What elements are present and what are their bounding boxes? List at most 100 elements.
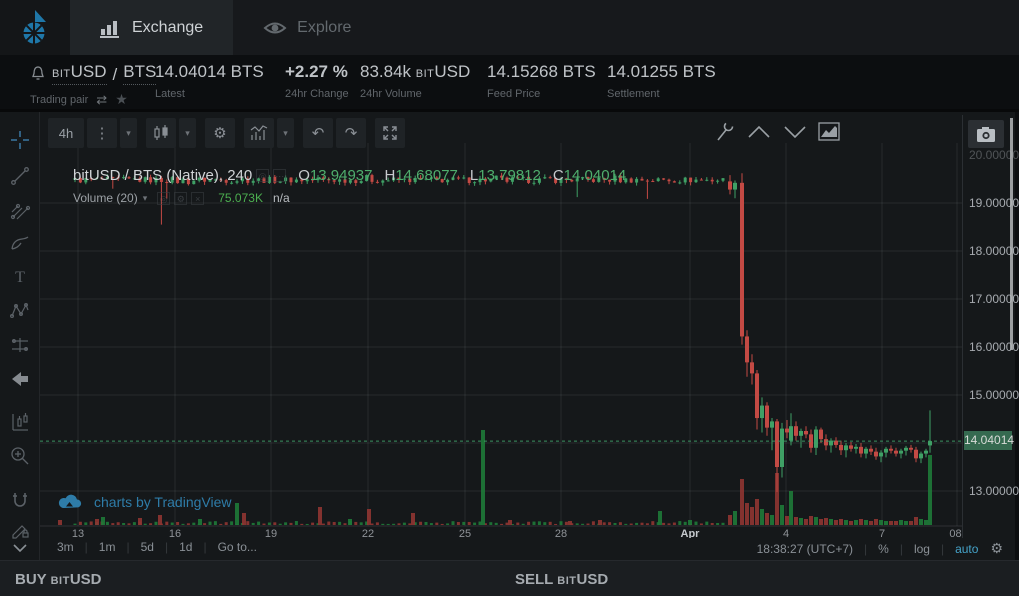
stat-trading-pair: BITUSD / BTS Trading pair ⇄ ★ — [30, 62, 157, 107]
scrollbar[interactable] — [1010, 118, 1013, 350]
tradingview-cloud-icon — [58, 494, 82, 509]
swap-pair-icon[interactable]: ⇄ — [96, 91, 108, 107]
range-5d-button[interactable]: 5d — [140, 540, 154, 554]
volume-na-value: n/a — [272, 191, 290, 205]
top-nav: Exchange Explore — [0, 0, 1019, 55]
chevron-up-icon[interactable] — [746, 124, 772, 140]
volume-legend: Volume (20) ▾ ◎ ⚙ × 75.073K n/a — [73, 191, 290, 205]
ohlc-low-value: 13.79812 — [478, 167, 541, 184]
ohlc-high-value: 14.68077 — [395, 167, 458, 184]
text-tool-icon[interactable]: T — [9, 266, 31, 288]
series-menu-icon[interactable]: ⋯ — [273, 169, 287, 182]
axis-settings-gear-icon[interactable]: ⚙ — [990, 540, 1003, 556]
ohlc-close-value: 14.04014 — [563, 167, 627, 184]
volume-study-label[interactable]: Volume (20) — [73, 191, 138, 205]
measure-icon[interactable] — [9, 411, 31, 433]
price-tick: 17.00000 — [969, 292, 1019, 306]
tab-explore[interactable]: Explore — [233, 0, 381, 55]
sell-panel-title: SELL BITUSD — [515, 571, 609, 588]
chevron-down-icon[interactable] — [782, 124, 808, 140]
time-tick: 4 — [783, 528, 789, 538]
series-symbol[interactable]: bitUSD / BTS (Native), 240 — [73, 167, 253, 184]
chart-style-icon[interactable] — [146, 118, 176, 148]
range-3m-button[interactable]: 3m — [57, 540, 74, 554]
bitshares-logo[interactable] — [0, 0, 70, 55]
trading-pair-label: Trading pair — [30, 93, 89, 106]
time-tick: 28 — [555, 528, 567, 538]
auto-scale-button[interactable]: auto — [955, 541, 979, 556]
volume-settings-icon[interactable]: ⚙ — [174, 191, 188, 205]
ohlc-high-key: H — [384, 167, 396, 184]
volume-remove-icon[interactable]: × — [191, 191, 205, 205]
eye-icon — [263, 22, 287, 33]
ohlc-close-key: C — [552, 167, 564, 184]
area-chart-icon[interactable] — [818, 122, 840, 142]
fullscreen-icon[interactable] — [375, 118, 405, 148]
series-legend: bitUSD / BTS (Native), 240 ◎ ⋯ O 13.94937… — [73, 167, 626, 184]
magnet-icon[interactable] — [9, 489, 31, 511]
stat-latest: 14.04014 BTS Latest — [155, 62, 264, 100]
chart-bottom-toolbar: 3m | 1m | 5d | 1d | Go to... 18:38:27 (UTC+7… — [57, 540, 1003, 556]
xabcd-pattern-icon[interactable] — [9, 300, 31, 322]
range-1d-button[interactable]: 1d — [179, 540, 193, 554]
arrow-left-icon[interactable] — [9, 368, 31, 390]
chart-canvas[interactable]: 13 16 19 22 25 28 Apr 4 7 08: — [40, 115, 962, 538]
time-tick: 08: — [949, 528, 962, 538]
series-hide-icon[interactable]: ◎ — [256, 169, 270, 182]
pitchfork-icon[interactable] — [9, 199, 31, 221]
favorite-star-icon[interactable]: ★ — [115, 91, 128, 107]
indicators-icon[interactable] — [244, 118, 274, 148]
tab-exchange[interactable]: Exchange — [70, 0, 234, 55]
time-tick: 19 — [265, 528, 277, 538]
pair-base[interactable]: BITUSD — [52, 62, 107, 85]
trend-line-icon[interactable] — [9, 165, 31, 187]
snapshot-camera-button[interactable] — [968, 120, 1004, 148]
buy-panel-title: BUY BITUSD — [15, 571, 102, 588]
lock-drawings-icon[interactable] — [9, 520, 31, 542]
crosshair-icon[interactable] — [9, 129, 31, 151]
price-axis[interactable]: 20.00000 19.00000 18.00000 17.00000 16.00000… — [962, 115, 1019, 538]
time-tick: 22 — [362, 528, 374, 538]
settlement-label: Settlement — [607, 88, 660, 100]
time-tick: 16 — [169, 528, 181, 538]
ohlc-low-key: L — [469, 167, 479, 184]
range-1m-button[interactable]: 1m — [98, 540, 116, 554]
time-tick: 13 — [72, 528, 84, 538]
interval-button[interactable]: 4h — [48, 118, 84, 148]
chart-style-caret-icon[interactable]: ▾ — [179, 118, 196, 148]
undo-icon[interactable]: ↶ — [303, 118, 333, 148]
chart-toolbar: 4h ⋮ ▾ ▾ ⚙ ▾ ↶ ↷ — [48, 118, 405, 148]
ohlc-open-key: O — [298, 167, 310, 184]
time-tick: 7 — [879, 528, 885, 538]
last-price-tag: 14.04014 — [964, 431, 1014, 451]
volume-hide-icon[interactable]: ◎ — [157, 191, 171, 205]
brush-icon[interactable] — [9, 233, 31, 255]
tab-explore-label: Explore — [297, 18, 352, 36]
bell-icon[interactable] — [30, 65, 46, 83]
price-tick: 16.00000 — [969, 340, 1019, 354]
price-tick: 15.00000 — [969, 388, 1019, 402]
settlement-value: 14.01255 BTS — [607, 62, 716, 81]
kebab-menu-icon[interactable]: ⋮ — [87, 118, 117, 148]
wrench-icon[interactable] — [714, 120, 736, 144]
stat-change: +2.27 % 24hr Change — [285, 62, 349, 100]
stat-settlement: 14.01255 BTS Settlement — [607, 62, 716, 100]
clock-timezone[interactable]: 18:38:27 (UTC+7) — [756, 541, 854, 556]
redo-icon[interactable]: ↷ — [336, 118, 366, 148]
indicators-caret-icon[interactable]: ▾ — [277, 118, 294, 148]
log-scale-button[interactable]: log — [913, 541, 930, 556]
collapse-toolbar-icon[interactable] — [9, 542, 31, 564]
stat-feed-price: 14.15268 BTS Feed Price — [487, 62, 596, 100]
feed-price-value: 14.15268 BTS — [487, 62, 596, 81]
volume-caret-icon[interactable]: ▾ — [142, 192, 148, 203]
settings-gear-icon[interactable]: ⚙ — [205, 118, 235, 148]
goto-button[interactable]: Go to... — [217, 540, 257, 554]
zoom-in-icon[interactable] — [9, 445, 31, 467]
interval-caret-icon[interactable]: ▾ — [120, 118, 137, 148]
latest-price-value: 14.04014 BTS — [155, 62, 264, 81]
market-stats-bar: BITUSD / BTS Trading pair ⇄ ★ 14.04014 B… — [0, 55, 1019, 112]
position-tool-icon[interactable] — [9, 334, 31, 356]
percent-scale-button[interactable]: % — [878, 541, 889, 556]
tradingview-attribution[interactable]: charts by TradingView — [56, 493, 231, 511]
pair-quote[interactable]: BTS — [123, 62, 157, 85]
